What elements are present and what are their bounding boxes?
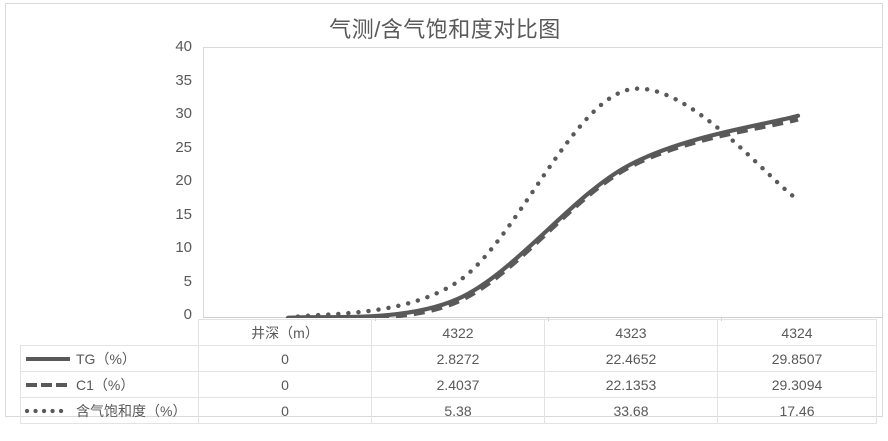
legend-item-tg[interactable]: TG（%）	[20, 345, 199, 372]
cell-c1-4322: 2.4037	[371, 371, 545, 398]
series-lines-svg	[285, 86, 801, 318]
legend-item-c1[interactable]: C1（%）	[20, 371, 199, 398]
y-axis-tick-labels: 40 35 30 25 20 15 10 5 0	[158, 38, 198, 326]
cell-tg-4323: 22.4652	[544, 345, 718, 372]
table-header-row: 井深（m） 4322 4323 4324	[20, 319, 877, 346]
table-row[interactable]: C1（%） 0 2.4037 22.1353 29.3094	[20, 371, 877, 398]
y-tick-35: 35	[175, 71, 192, 89]
y-tick-5: 5	[183, 272, 192, 290]
table-corner-cell	[20, 319, 199, 346]
series-line-c1	[287, 117, 799, 318]
y-tick-20: 20	[175, 172, 192, 189]
solid-line-key-icon	[25, 354, 71, 364]
legend-label-tg: TG（%）	[76, 350, 136, 367]
legend-label-gas-saturation: 含气饱和度（%）	[76, 402, 187, 419]
y-tick-0: 0	[183, 306, 192, 323]
column-header-4323: 4323	[544, 319, 718, 346]
chart-title: 气测/含气饱和度对比图	[329, 17, 561, 42]
legend-label-c1: C1（%）	[76, 376, 135, 393]
y-tick-30: 30	[175, 105, 192, 122]
column-header-well-depth: 井深（m）	[198, 319, 372, 346]
cell-tg-4322: 2.8272	[371, 345, 545, 372]
y-tick-40: 40	[175, 38, 192, 55]
plot-area-border	[203, 47, 883, 317]
series-line-gas-saturation	[285, 86, 801, 318]
dotted-line-key-icon	[25, 406, 71, 416]
column-header-4322: 4322	[371, 319, 545, 346]
series-line-tg	[285, 113, 801, 318]
cell-sat-4322: 5.38	[371, 397, 545, 424]
legend-item-gas-saturation[interactable]: 含气饱和度（%）	[20, 397, 199, 424]
y-tick-10: 10	[175, 239, 192, 256]
table-row[interactable]: TG（%） 0 2.8272 22.4652 29.8507	[20, 345, 877, 372]
chart-container[interactable]: 气测/含气饱和度对比图 40 35 30 25 20 15 10 5 0	[5, 3, 883, 424]
cell-c1-0: 0	[198, 371, 372, 398]
column-header-4324: 4324	[717, 319, 877, 346]
cell-tg-0: 0	[198, 345, 372, 372]
plot-region[interactable]: 40 35 30 25 20 15 10 5 0	[175, 38, 883, 323]
cell-tg-4324: 29.8507	[717, 345, 877, 372]
data-table[interactable]: 井深（m） 4322 4323 4324 TG（%） 0 2.8272 22.4…	[20, 319, 877, 424]
cell-sat-4324: 17.46	[717, 397, 877, 424]
y-tick-25: 25	[175, 138, 192, 156]
cell-sat-4323: 33.68	[544, 397, 718, 424]
y-tick-15: 15	[175, 205, 192, 223]
table-row[interactable]: 含气饱和度（%） 0 5.38 33.68 17.46	[20, 397, 877, 424]
cell-c1-4324: 29.3094	[717, 371, 877, 398]
x-axis-line	[203, 317, 883, 318]
dashed-line-key-icon	[25, 380, 71, 390]
cell-sat-0: 0	[198, 397, 372, 424]
cell-c1-4323: 22.1353	[544, 371, 718, 398]
